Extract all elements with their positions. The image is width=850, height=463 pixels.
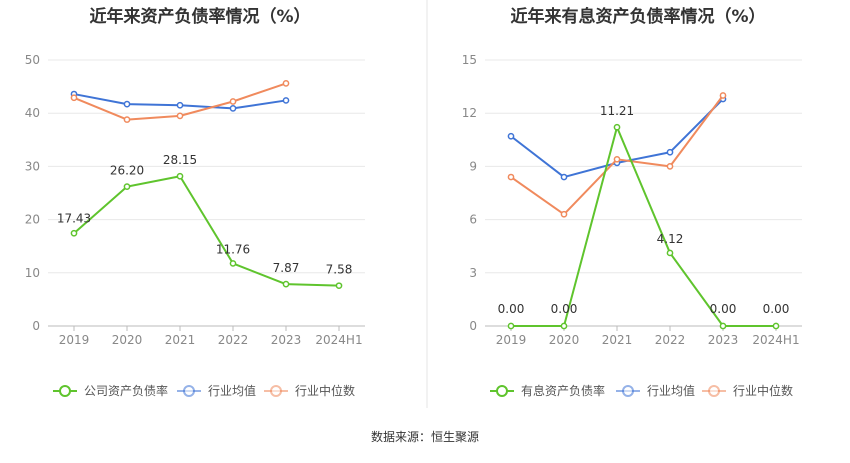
data-label: 11.76 xyxy=(216,242,250,256)
y-tick-label: 50 xyxy=(25,53,40,67)
data-point xyxy=(176,172,184,180)
data-point xyxy=(507,173,515,181)
data-point xyxy=(123,116,131,123)
legend-label: 行业均值 xyxy=(208,383,256,398)
x-tick-label: 2021 xyxy=(165,333,196,347)
data-point xyxy=(123,183,131,190)
data-point xyxy=(229,105,237,112)
y-tick-label: 20 xyxy=(25,213,40,227)
y-tick-label: 0 xyxy=(32,319,40,333)
data-label: 7.87 xyxy=(273,261,300,275)
legend-marker xyxy=(708,385,720,397)
x-tick-label: 2023 xyxy=(271,333,302,347)
legend-item-1: 有息资产负债率 xyxy=(490,383,605,398)
data-point xyxy=(560,322,568,330)
data-point xyxy=(282,97,290,104)
data-label: 0.00 xyxy=(551,302,578,316)
data-point xyxy=(70,229,78,237)
y-tick-label: 10 xyxy=(25,266,40,280)
y-tick-label: 0 xyxy=(469,319,477,333)
legend-label: 行业中位数 xyxy=(733,383,793,398)
data-point xyxy=(282,280,290,288)
x-tick-label: 2022 xyxy=(655,333,686,347)
legend-marker xyxy=(270,385,282,397)
data-point xyxy=(613,123,621,131)
chart-title: 近年来资产负债率情况（%） xyxy=(89,6,310,27)
data-point xyxy=(560,210,568,218)
data-label: 7.58 xyxy=(326,263,353,277)
data-point xyxy=(666,249,674,257)
data-point xyxy=(507,132,515,140)
x-tick-label: 2019 xyxy=(496,333,527,347)
y-tick-label: 9 xyxy=(469,159,477,173)
series-line-1 xyxy=(511,126,776,327)
data-label: 0.00 xyxy=(763,302,790,316)
x-tick-label: 2024H1 xyxy=(315,333,362,347)
data-label: 28.15 xyxy=(163,153,197,167)
data-point xyxy=(772,322,780,330)
legend-marker xyxy=(59,385,71,397)
legend-label: 行业中位数 xyxy=(295,383,355,398)
y-tick-label: 30 xyxy=(25,159,40,173)
chart-title: 近年来有息资产负债率情况（%） xyxy=(510,6,765,27)
data-point xyxy=(70,94,78,102)
data-point xyxy=(719,92,727,99)
data-label: 0.00 xyxy=(498,302,525,316)
legend-item-3: 行业中位数 xyxy=(264,383,355,398)
data-label: 4.12 xyxy=(657,232,684,246)
data-point xyxy=(229,260,237,267)
x-tick-label: 2023 xyxy=(708,333,739,347)
y-tick-label: 3 xyxy=(469,266,477,280)
chart-1: 近年来资产负债率情况（%） 0 10 20 30 40 50 2019 2020 2021 2022… xyxy=(25,6,365,398)
y-tick-label: 15 xyxy=(462,53,477,67)
data-point xyxy=(123,100,131,108)
data-label: 11.21 xyxy=(600,104,634,118)
x-tick-label: 2024H1 xyxy=(752,333,799,347)
legend-label: 公司资产负债率 xyxy=(84,383,168,398)
legend-marker xyxy=(622,385,634,397)
legend-item-2: 行业均值 xyxy=(616,383,695,398)
data-point xyxy=(176,112,184,120)
data-label: 26.20 xyxy=(110,164,144,178)
chart-2: 近年来有息资产负债率情况（%） 0 3 6 9 12 15 2019 2020 2021 2022 2… xyxy=(462,6,802,398)
x-tick-label: 2020 xyxy=(549,333,580,347)
data-point xyxy=(507,322,515,330)
y-tick-label: 12 xyxy=(462,106,477,120)
x-tick-label: 2020 xyxy=(112,333,143,347)
legend-item-2: 行业均值 xyxy=(177,383,256,398)
data-point xyxy=(282,80,290,87)
y-tick-label: 6 xyxy=(469,213,477,227)
legend-item-3: 行业中位数 xyxy=(702,383,793,398)
y-tick-label: 40 xyxy=(25,106,40,120)
data-label: 17.43 xyxy=(57,211,91,225)
data-source: 数据来源：恒生聚源 xyxy=(370,430,479,444)
data-point xyxy=(229,98,237,105)
data-point xyxy=(719,322,727,330)
data-point xyxy=(176,101,184,109)
series-line-1 xyxy=(73,175,340,287)
data-point xyxy=(613,155,621,163)
legend-marker xyxy=(496,385,508,397)
data-point xyxy=(335,282,343,290)
legend-label: 有息资产负债率 xyxy=(521,383,605,398)
legend-item-1: 公司资产负债率 xyxy=(53,383,168,398)
data-point xyxy=(666,148,674,156)
x-tick-label: 2021 xyxy=(602,333,633,347)
data-point xyxy=(560,173,568,181)
data-label: 0.00 xyxy=(710,302,737,316)
legend-label: 行业均值 xyxy=(647,383,695,398)
x-tick-label: 2019 xyxy=(59,333,90,347)
legend-marker xyxy=(183,385,195,397)
x-tick-label: 2022 xyxy=(218,333,249,347)
data-point xyxy=(666,163,674,170)
